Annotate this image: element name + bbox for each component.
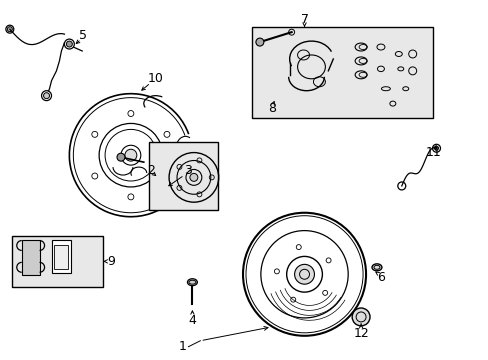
Text: 11: 11 bbox=[425, 146, 441, 159]
Bar bbox=[51, 239, 71, 273]
Circle shape bbox=[6, 25, 14, 33]
Circle shape bbox=[294, 264, 314, 284]
Text: 7: 7 bbox=[300, 13, 308, 26]
Ellipse shape bbox=[371, 264, 381, 271]
Text: 1: 1 bbox=[178, 340, 186, 353]
Text: 8: 8 bbox=[267, 102, 275, 115]
Circle shape bbox=[397, 182, 405, 190]
Circle shape bbox=[189, 174, 198, 181]
Circle shape bbox=[64, 39, 74, 49]
Bar bbox=[54, 246, 68, 269]
Circle shape bbox=[124, 149, 137, 161]
Circle shape bbox=[255, 38, 264, 46]
Circle shape bbox=[66, 41, 72, 47]
Text: 12: 12 bbox=[352, 327, 368, 340]
Circle shape bbox=[117, 153, 124, 161]
Text: 9: 9 bbox=[107, 255, 115, 268]
Bar bbox=[148, 142, 218, 210]
Text: 10: 10 bbox=[147, 72, 163, 85]
Circle shape bbox=[41, 91, 51, 100]
Bar bbox=[21, 239, 40, 275]
Circle shape bbox=[351, 308, 369, 326]
Circle shape bbox=[434, 146, 438, 150]
Circle shape bbox=[7, 27, 12, 32]
Text: 4: 4 bbox=[188, 314, 196, 327]
Circle shape bbox=[43, 93, 49, 99]
Circle shape bbox=[432, 144, 440, 152]
Text: 5: 5 bbox=[79, 29, 87, 42]
Text: 2: 2 bbox=[146, 163, 154, 176]
Text: 6: 6 bbox=[376, 271, 384, 284]
Bar bbox=[251, 27, 432, 118]
Ellipse shape bbox=[187, 279, 197, 286]
Bar bbox=[12, 235, 103, 287]
Text: 3: 3 bbox=[184, 163, 192, 176]
